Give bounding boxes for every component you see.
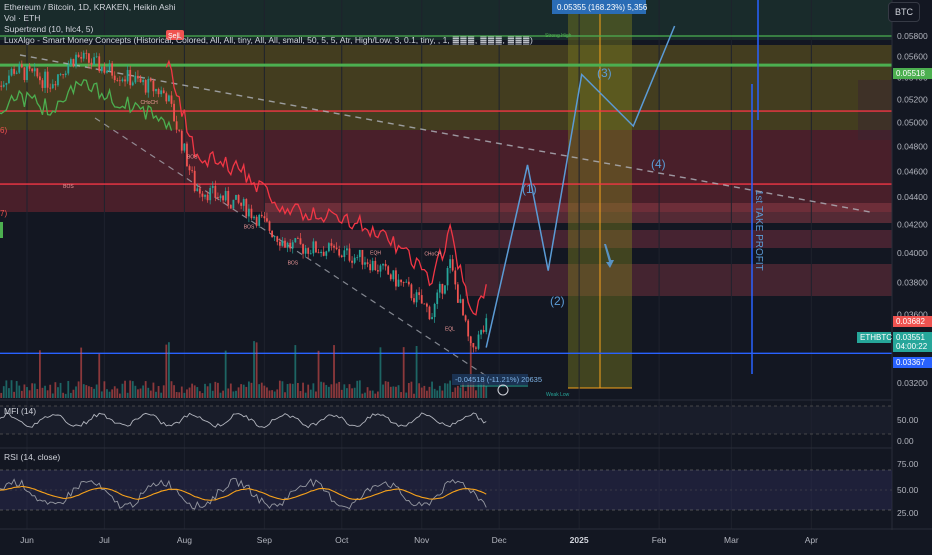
price-tag: [893, 357, 932, 368]
zone-red-4: [465, 264, 892, 296]
time-tick-label: Nov: [414, 535, 430, 545]
wave-label-4: (4): [651, 157, 666, 171]
price-tick-label: 0.03600: [897, 309, 928, 319]
down-arrow-icon: [604, 244, 614, 268]
edge-label-1: 6): [0, 126, 7, 135]
smc-labels: BOS CHoCH BOS BOS BOS EQH CHoCH EQL: [63, 100, 455, 332]
mfi-tick-50: 50.00: [897, 415, 919, 425]
rsi-ma-line: [0, 485, 487, 501]
price-tick-label: 0.04600: [897, 166, 928, 176]
descending-trendline: [19, 54, 871, 213]
time-tick-label: Jul: [99, 535, 110, 545]
price-tag: [893, 316, 932, 327]
time-tick-label: Jun: [20, 535, 34, 545]
smc-label: CHoCH: [424, 252, 442, 258]
sell-marker-label: Sell: [168, 33, 180, 40]
candlesticks: [0, 49, 488, 353]
smc-label: EQL: [445, 327, 455, 333]
currency-button[interactable]: BTC: [888, 2, 920, 22]
price-tick-label: 0.03800: [897, 278, 928, 288]
smc-label: CHoCH: [141, 100, 159, 106]
rsi-tick-25: 25.00: [897, 508, 919, 518]
zone-red-1: [0, 130, 892, 212]
rsi-title: RSI (14, close): [4, 452, 60, 462]
wave-label-2: (2): [550, 294, 565, 308]
measure-box-label: -0.04518 (-11.21%) 20635: [455, 375, 542, 384]
price-tick-label: 0.04800: [897, 141, 928, 151]
price-tag: [893, 332, 932, 343]
sell-marker: [166, 30, 184, 40]
supertrend-indicator-label[interactable]: Supertrend (10, hlc4, 5): [4, 24, 94, 34]
time-tick-label: Sep: [257, 535, 272, 545]
time-tick-label: Feb: [652, 535, 667, 545]
time-tick-label: Oct: [335, 535, 349, 545]
price-tick-label: 0.05200: [897, 95, 928, 105]
smc-label: BOS: [288, 261, 299, 267]
time-tick-label: 2025: [570, 535, 589, 545]
time-tick-label: Apr: [805, 535, 818, 545]
zone-red-3: [280, 230, 892, 248]
price-tag-label: 0.05518: [896, 69, 925, 78]
price-tick-label: 0.04000: [897, 248, 928, 258]
supertrend-down-line: [165, 59, 487, 316]
smc-label: BOS: [244, 225, 255, 231]
price-tag-label: 04:00:22: [896, 342, 928, 351]
strong-high-label: Strong High: [545, 33, 572, 39]
zone-top-green: [0, 0, 892, 40]
target-box-label: 0.05355 (168.23%) 5,356: [557, 3, 648, 12]
edge-label-2: 7): [0, 209, 7, 218]
take-profit-label: 1st TAKE PROFIT: [753, 190, 764, 271]
wave-label-1: (1): [522, 182, 537, 196]
chart-legend: Ethereum / Bitcoin, 1D, KRAKEN, Heikin A…: [4, 2, 533, 46]
rsi-tick-75: 75.00: [897, 459, 919, 469]
price-tag-label: 0.03367: [896, 358, 925, 367]
price-tag-label: 0.03682: [896, 317, 925, 326]
time-tick-label: Mar: [724, 535, 739, 545]
price-tag-label: 0.03551: [896, 333, 925, 342]
mfi-tick-0: 0.00: [897, 436, 914, 446]
zone-dark-strip: [858, 80, 892, 140]
volume-indicator-label[interactable]: Vol · ETH: [4, 13, 41, 23]
lower-trendline: [94, 117, 501, 386]
smc-label: EQH: [370, 250, 381, 256]
price-tick-label: 0.05000: [897, 118, 928, 128]
time-tick-label: Aug: [177, 535, 192, 545]
price-tick-label: 0.05600: [897, 51, 928, 61]
volume-bars: [0, 341, 488, 398]
price-tick-label: 0.04400: [897, 192, 928, 202]
measure-box: [452, 374, 528, 385]
price-tag: [893, 68, 932, 79]
price-tag: [893, 341, 932, 352]
time-axis[interactable]: Jun Jul Aug Sep Oct Nov Dec 2025 Feb Mar Apr: [20, 535, 818, 545]
wave-label-3: (3): [597, 66, 612, 80]
supertrend-up-line: [0, 79, 173, 131]
time-tick-label: Dec: [492, 535, 508, 545]
horizontal-levels: [0, 35, 892, 354]
rsi-line: [0, 477, 487, 510]
price-tick-label: 0.03200: [897, 378, 928, 388]
symbol-price-tag-label: ETHBTC: [860, 333, 892, 342]
mfi-title: MFI (14): [4, 406, 36, 416]
mfi-line: [0, 412, 487, 429]
price-tick-label: 0.05800: [897, 31, 928, 41]
price-tick-label: 0.04200: [897, 219, 928, 229]
weak-low-label: Weak Low: [546, 392, 570, 398]
symbol-price-tag: [857, 332, 891, 343]
target-box: [552, 0, 646, 14]
smc-label: BOS: [63, 184, 74, 190]
smc-label: BOS: [187, 155, 198, 161]
rsi-tick-50: 50.00: [897, 485, 919, 495]
x-gridlines: [26, 0, 812, 529]
symbol-title[interactable]: Ethereum / Bitcoin, 1D, KRAKEN, Heikin A…: [4, 2, 176, 12]
projection-path: [485, 25, 676, 348]
luxalgo-indicator-label[interactable]: LuxAlgo - Smart Money Concepts (Historic…: [4, 35, 533, 45]
replay-icon[interactable]: [497, 384, 509, 396]
